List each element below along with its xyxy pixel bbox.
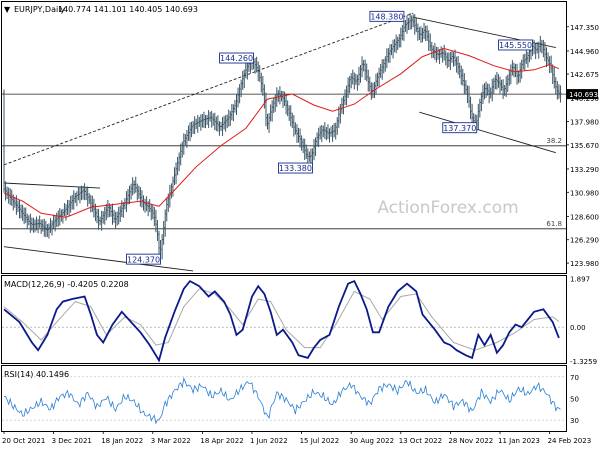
annotation-label: 145.550 — [499, 41, 532, 50]
x-axis-label: 1 Jun 2022 — [250, 437, 288, 445]
macd-axis-label: 0.00 — [570, 324, 586, 332]
price-axis-label: 135.670 — [570, 142, 599, 150]
price-header-arrow: ▼ — [4, 5, 11, 14]
annotation-box — [126, 253, 162, 265]
x-axis-label: 15 Jul 2022 — [300, 437, 340, 445]
trendline-2 — [3, 246, 194, 272]
annotation-label: 148.380 — [370, 13, 403, 22]
rsi-header: RSI(14) 40.1496 — [4, 370, 69, 379]
price-panel — [1, 1, 567, 274]
rsi-axis-label: 70 — [570, 374, 579, 382]
x-axis-label: 18 Apr 2022 — [200, 437, 243, 445]
rsi-line — [4, 377, 561, 425]
price-annotation-2: 145.550 — [498, 39, 533, 51]
annotation-label: 144.260 — [220, 54, 253, 63]
moving-average-line — [3, 47, 560, 218]
axis-labels: 147.350 144.960 142.675 140.290 137.980 135.6… — [2, 24, 599, 445]
annotation-box — [498, 39, 533, 51]
rsi-layer — [2, 376, 566, 425]
price-header-title: EURJPY,Daily — [14, 5, 65, 14]
x-axis-label: 28 Nov 2022 — [448, 437, 493, 445]
fib-label-0: 38.2 — [546, 137, 562, 145]
price-axis-label: 130.980 — [570, 189, 599, 197]
annotation-box — [278, 162, 313, 174]
trendline-4 — [419, 111, 556, 154]
trendline-0 — [3, 12, 414, 166]
price-axis-label: 147.350 — [570, 24, 599, 32]
x-axis-label: 30 Aug 2022 — [349, 437, 394, 445]
price-annotation-0: 148.380 — [369, 10, 405, 22]
price-axis-label: 126.290 — [570, 237, 599, 245]
x-axis-label: 24 Feb 2023 — [548, 437, 592, 445]
price-axis-label: 128.600 — [570, 213, 599, 221]
macd-axis-label: -1.3259 — [570, 358, 597, 366]
macd-signal-line — [3, 288, 560, 351]
price-annotation-3: 137.370 — [442, 122, 478, 134]
price-layer: 38.2 61.8 148.380 144.260 145.550 137.370 133.… — [2, 10, 566, 272]
annotation-box — [219, 52, 255, 64]
macd-header: MACD(12,26,9) -0.4205 0.2208 — [4, 280, 129, 289]
x-axis-label: 13 Oct 2022 — [399, 437, 442, 445]
price-annotation-4: 133.380 — [278, 162, 313, 174]
macd-layer — [2, 279, 566, 363]
rsi-axis-label: 50 — [570, 396, 579, 404]
price-annotation-1: 144.260 — [219, 52, 255, 64]
annotation-label: 133.380 — [279, 164, 312, 173]
price-axis-label: 142.675 — [570, 71, 599, 79]
price-axis-label: 137.980 — [570, 119, 599, 127]
annotation-label: 124.370 — [127, 255, 160, 264]
trendline-1 — [3, 182, 101, 189]
price-axis-label: 133.290 — [570, 166, 599, 174]
x-axis-label: 18 Jan 2022 — [101, 437, 143, 445]
x-axis-label: 3 Mar 2022 — [151, 437, 191, 445]
last-price-label: 140.693 — [569, 91, 598, 99]
x-axis-label: 20 Oct 2021 — [2, 437, 45, 445]
price-annotation-5: 124.370 — [126, 253, 162, 265]
annotation-box — [442, 122, 478, 134]
last-price-box — [567, 89, 598, 100]
rsi-axis-label: 30 — [570, 417, 579, 425]
x-axis-label: 3 Dec 2021 — [52, 437, 92, 445]
price-header-ohlc: 140.774 141.101 140.405 140.693 — [58, 5, 198, 14]
macd-line — [3, 279, 560, 363]
annotation-label: 137.370 — [443, 124, 476, 133]
price-axis-label: 123.980 — [570, 260, 599, 268]
price-axis-label: 144.960 — [570, 48, 599, 56]
fib-label-1: 61.8 — [546, 220, 562, 228]
macd-axis-label: 1.897 — [570, 276, 590, 284]
price-axis-label: 140.290 — [570, 95, 599, 103]
x-axis-label: 11 Jan 2023 — [498, 437, 540, 445]
watermark: ActionForex.com — [377, 198, 518, 218]
annotation-box — [369, 10, 405, 22]
